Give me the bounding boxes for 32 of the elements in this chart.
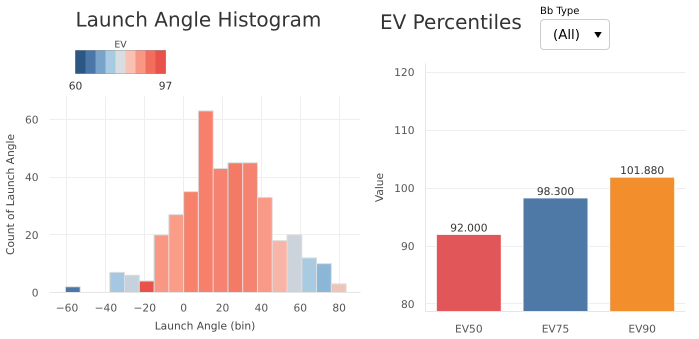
x-tick-label: 80 (332, 302, 346, 314)
x-tick-label: 60 (293, 302, 308, 314)
x-tick-label: 40 (254, 302, 268, 314)
x-tick-label: EV50 (455, 322, 483, 336)
text: Bb Type (540, 5, 580, 19)
x-axis-title: Launch Angle (bin) (154, 320, 256, 332)
y-tick-label: 110 (394, 124, 415, 138)
x-tick-label: EV90 (628, 322, 656, 336)
y-tick-label: 20 (24, 228, 39, 242)
x-tick-label: −40 (94, 302, 118, 314)
y-axis-title: Value (373, 172, 386, 202)
y-tick-label: 60 (24, 114, 39, 127)
text: (All) (540, 19, 610, 50)
y-tick-label: 100 (394, 182, 415, 196)
color-bar-label: 60 (68, 80, 82, 92)
data-label: 92.000 (450, 221, 488, 234)
y-tick-label: 0 (32, 286, 39, 300)
chart-title: EV Percentiles (380, 9, 522, 36)
x-tick-label: 0 (180, 302, 188, 314)
color-bar-label: 97 (158, 80, 172, 92)
data-label: 101.880 (620, 164, 664, 178)
color-bar-title: EV (114, 40, 128, 50)
y-tick-label: 40 (24, 171, 39, 184)
y-tick-label: 120 (394, 66, 415, 80)
chart-title: Launch Angle Histogram (76, 8, 322, 32)
data-label: 98.300 (536, 184, 574, 198)
x-tick-label: EV75 (542, 322, 570, 336)
x-tick-label: −20 (134, 302, 156, 314)
y-axis-title: Count of Launch Angle (4, 134, 17, 255)
x-tick-label: −60 (56, 302, 78, 314)
x-tick-label: 20 (216, 302, 230, 314)
y-tick-label: 90 (400, 240, 415, 254)
